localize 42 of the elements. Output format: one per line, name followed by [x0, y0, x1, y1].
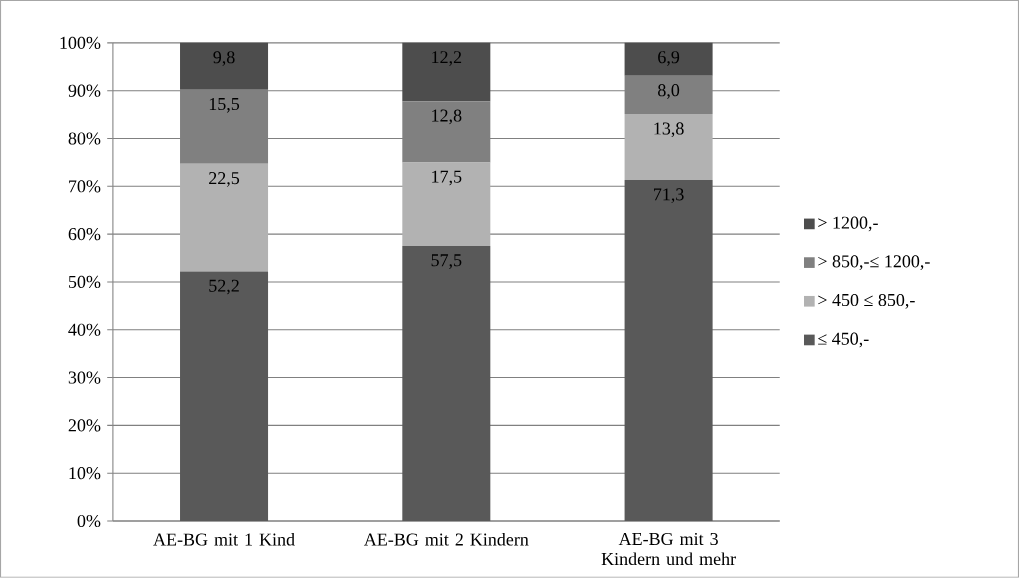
y-tick-label: 80% — [68, 132, 101, 145]
data-label: 12,2 — [432, 51, 462, 66]
bar — [180, 42, 269, 90]
y-tick-label: 70% — [69, 180, 101, 193]
data-label: 52,2 — [209, 279, 239, 295]
data-label: 17,5 — [432, 170, 462, 186]
legend-label: > 850,-≤ 1200,- — [818, 255, 930, 271]
bar — [180, 89, 269, 164]
data-label: 13,8 — [654, 122, 684, 138]
data-label: 12,8 — [432, 109, 462, 125]
data-label: 6,9 — [658, 51, 680, 66]
data-label: 9,8 — [213, 51, 235, 66]
y-tick-label: 40% — [68, 323, 101, 336]
bar — [624, 42, 713, 76]
data-label: 22,5 — [209, 172, 240, 187]
bar — [180, 271, 269, 522]
data-label: 57,5 — [431, 254, 462, 269]
data-label: 15,5 — [209, 98, 240, 113]
y-tick-label: 100% — [60, 36, 101, 50]
y-tick-label: 30% — [68, 371, 101, 384]
y-tick-label: 20% — [68, 419, 101, 432]
legend-label: > 1200,- — [818, 216, 878, 232]
x-tick-label: AE-BG mit 2 Kindern — [363, 533, 529, 546]
bar — [180, 163, 269, 272]
y-tick-label: 50% — [68, 275, 101, 289]
bar — [624, 75, 713, 115]
data-label: 71,3 — [654, 188, 684, 204]
y-tick-label: 90% — [68, 84, 101, 97]
legend-label: ≤ 450,- — [818, 332, 869, 348]
bar — [402, 246, 491, 522]
y-tick-label: 10% — [69, 467, 101, 480]
bar — [402, 162, 491, 247]
y-tick-label: 0% — [77, 514, 101, 528]
bar — [402, 101, 491, 163]
bar — [624, 180, 713, 522]
data-label: 8,0 — [658, 84, 680, 99]
x-tick-label: AE-BG mit 3 Kindern und mehr — [601, 533, 736, 566]
legend-label: > 450 ≤ 850,- — [818, 293, 915, 309]
bar — [402, 42, 491, 102]
x-tick-label: AE-BG mit 1 Kind — [153, 533, 295, 546]
y-tick-label: 60% — [68, 228, 101, 241]
bar — [624, 114, 713, 181]
